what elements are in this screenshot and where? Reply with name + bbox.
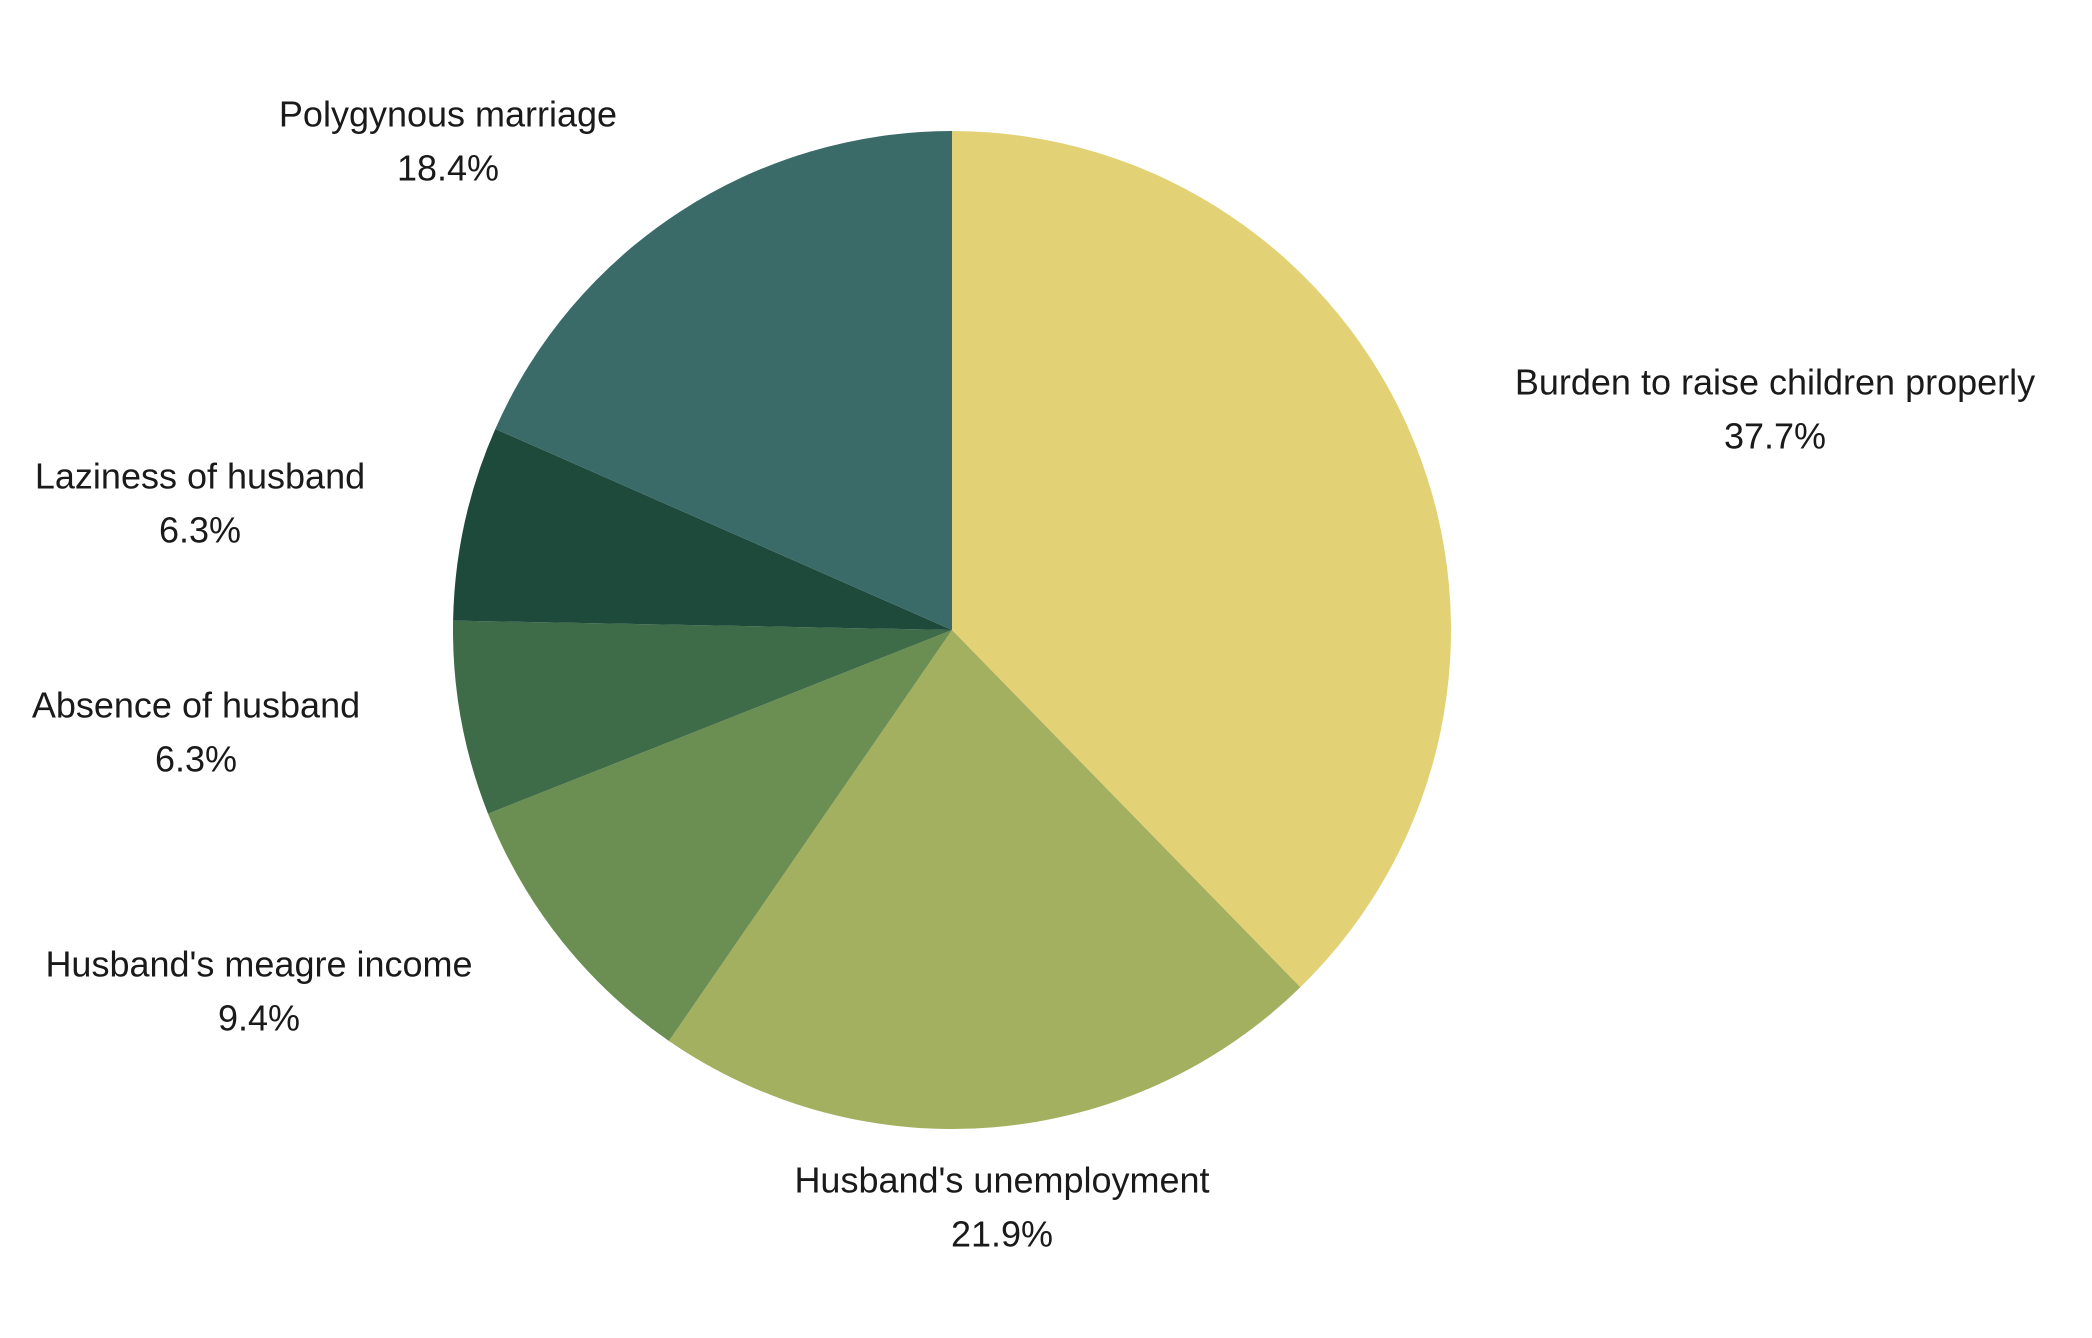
slice-label: Husband's unemployment bbox=[794, 1160, 1209, 1201]
pie-slice bbox=[453, 428, 952, 630]
slice-value-label: 6.3% bbox=[155, 739, 237, 780]
slice-value-label: 6.3% bbox=[159, 510, 241, 551]
slice-label: Husband's meagre income bbox=[45, 944, 472, 985]
slice-value-label: 9.4% bbox=[218, 998, 300, 1039]
pie-slice bbox=[453, 620, 952, 814]
pie-slice bbox=[488, 630, 952, 1041]
slice-label: Burden to raise children properly bbox=[1515, 362, 2035, 403]
slice-value-label: 21.9% bbox=[951, 1214, 1053, 1255]
slice-value-label: 37.7% bbox=[1724, 416, 1826, 457]
pie-slice bbox=[668, 630, 1301, 1129]
slice-label: Laziness of husband bbox=[35, 456, 365, 497]
slice-value-label: 18.4% bbox=[397, 148, 499, 189]
pie-slice bbox=[495, 131, 952, 630]
pie-slice bbox=[952, 131, 1451, 988]
slice-label: Absence of husband bbox=[32, 685, 360, 726]
slice-label: Polygynous marriage bbox=[279, 94, 617, 135]
